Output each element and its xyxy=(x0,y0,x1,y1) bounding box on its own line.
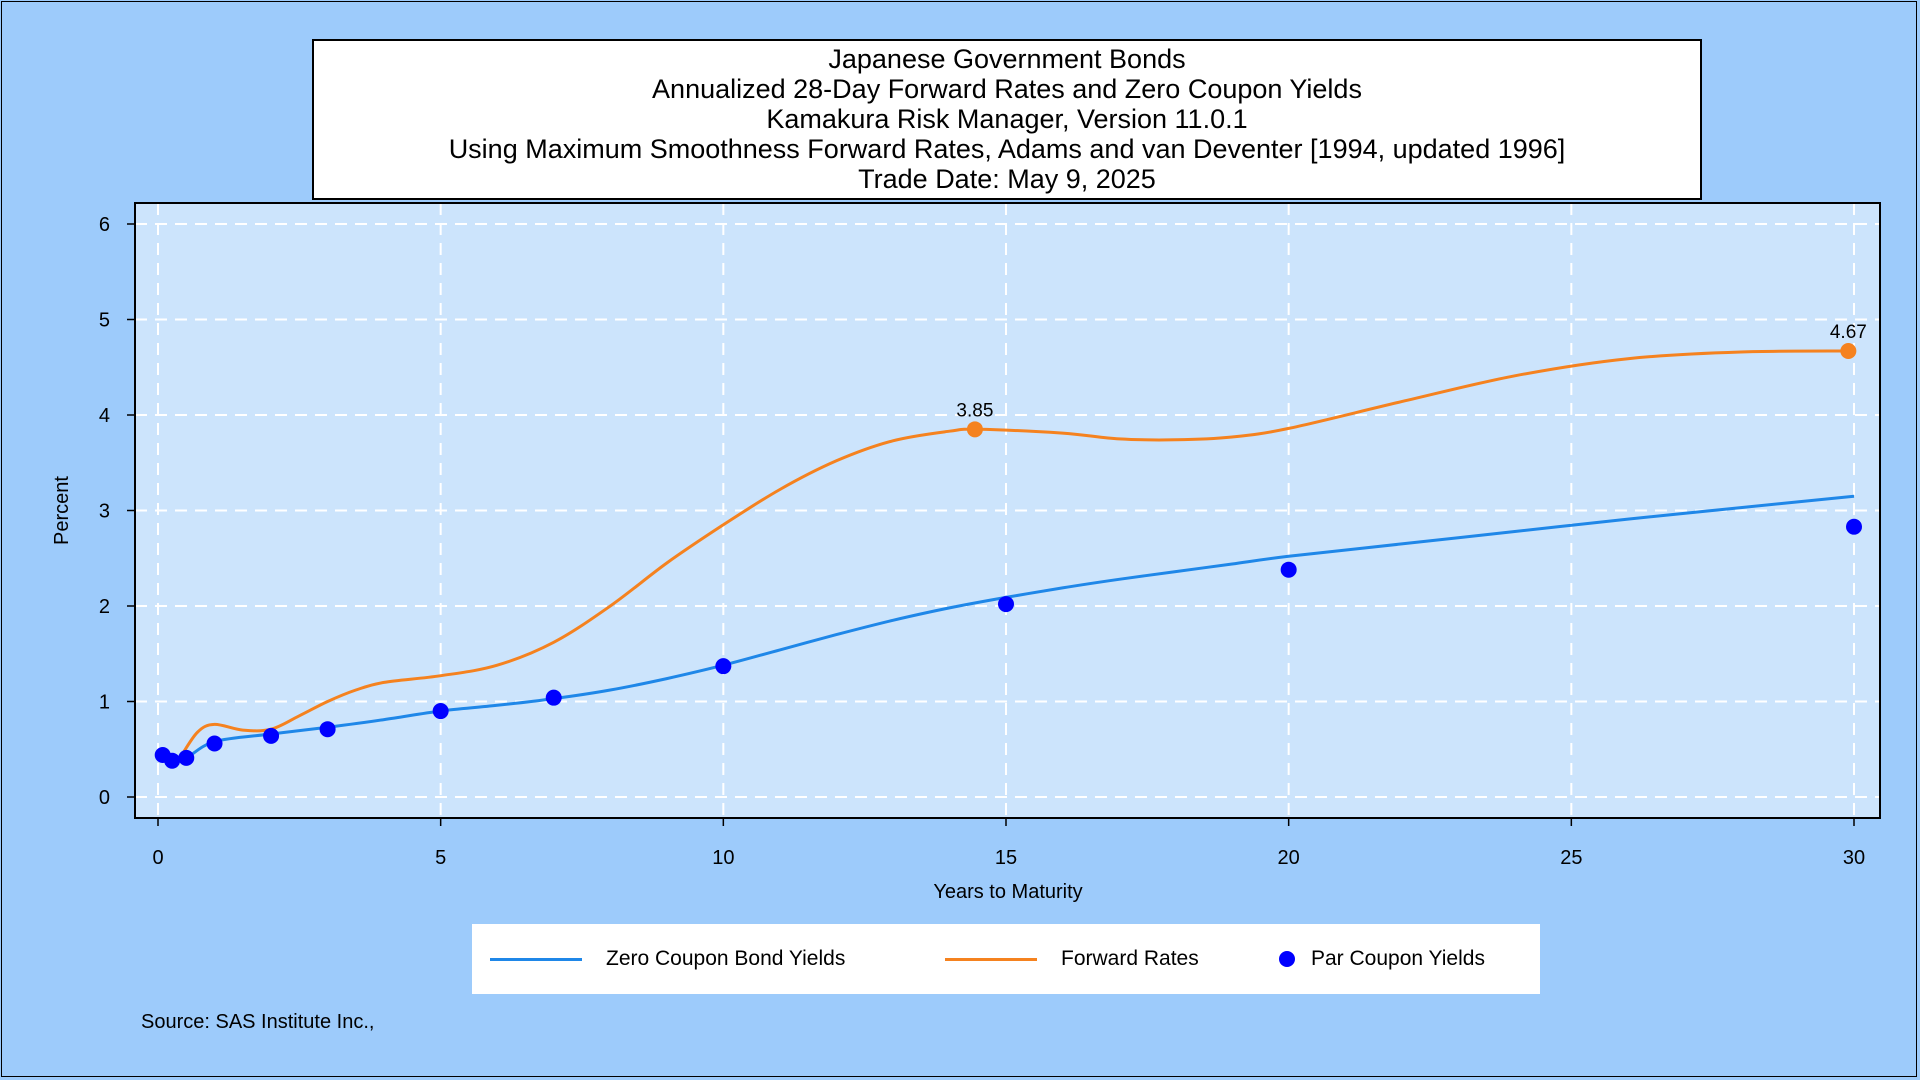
source-note: Source: SAS Institute Inc., xyxy=(141,1011,375,1033)
par-yield-point xyxy=(1846,518,1862,535)
forward-rate-marker xyxy=(966,421,983,438)
series-line-forward xyxy=(179,349,1855,758)
legend-label-zero-coupon: Zero Coupon Bond Yields xyxy=(606,947,846,970)
series-line-zero-coupon xyxy=(161,494,1855,763)
legend-label-forward: Forward Rates xyxy=(1061,947,1199,970)
legend-item-zero-coupon: Zero Coupon Bond Yields xyxy=(490,924,845,994)
chart-title-box: Japanese Government Bonds Annualized 28-… xyxy=(312,39,1702,200)
legend-swatch-forward xyxy=(945,957,1037,961)
title-line-5: Trade Date: May 9, 2025 xyxy=(858,164,1156,194)
x-tick-label: 10 xyxy=(712,847,734,869)
par-yield-point xyxy=(432,703,449,720)
forward-rate-marker xyxy=(1840,343,1857,360)
x-tick-label: 15 xyxy=(995,847,1017,869)
par-yield-point xyxy=(206,735,223,752)
title-line-4: Using Maximum Smoothness Forward Rates, … xyxy=(448,134,1566,164)
title-line-2: Annualized 28-Day Forward Rates and Zero… xyxy=(652,74,1362,104)
y-axis-label: Percent xyxy=(51,476,73,545)
par-yield-point xyxy=(545,689,562,706)
par-yield-point xyxy=(164,752,181,769)
y-tick-label: 4 xyxy=(99,405,110,427)
y-tick-label: 2 xyxy=(99,596,110,618)
x-tick-label: 25 xyxy=(1560,847,1582,869)
par-yield-point xyxy=(1280,561,1297,578)
legend-swatch-par xyxy=(1279,951,1295,967)
legend: Zero Coupon Bond Yields Forward Rates Pa… xyxy=(472,924,1540,994)
x-tick-label: 0 xyxy=(152,847,163,869)
y-tick-label: 5 xyxy=(99,310,110,332)
data-label: 4.67 xyxy=(1830,322,1867,343)
par-yield-point xyxy=(319,721,336,738)
x-tick-label: 20 xyxy=(1278,847,1300,869)
y-tick-label: 6 xyxy=(99,214,110,236)
par-yield-point xyxy=(998,596,1014,613)
par-yield-point xyxy=(715,658,732,675)
title-line-3: Kamakura Risk Manager, Version 11.0.1 xyxy=(766,104,1248,134)
par-yield-point xyxy=(263,727,280,744)
plot-layer: 0 5 10 15 20 25 30 0 1 2 3 4 5 6 Years to Maturity Perc… xyxy=(51,202,1881,903)
x-tick-label: 30 xyxy=(1843,847,1865,869)
legend-label-par: Par Coupon Yields xyxy=(1311,947,1485,970)
legend-item-forward: Forward Rates xyxy=(945,924,1199,994)
legend-swatch-zero-coupon xyxy=(490,957,582,961)
x-axis-label: Years to Maturity xyxy=(933,881,1082,903)
y-tick-label: 1 xyxy=(99,692,110,714)
x-tick-label: 5 xyxy=(435,847,446,869)
y-tick-label: 3 xyxy=(99,501,110,523)
data-label: 3.85 xyxy=(956,400,993,421)
legend-item-par: Par Coupon Yields xyxy=(1279,924,1485,994)
y-tick-label: 0 xyxy=(99,787,110,809)
par-yield-point xyxy=(178,749,195,766)
title-line-1: Japanese Government Bonds xyxy=(828,44,1186,74)
